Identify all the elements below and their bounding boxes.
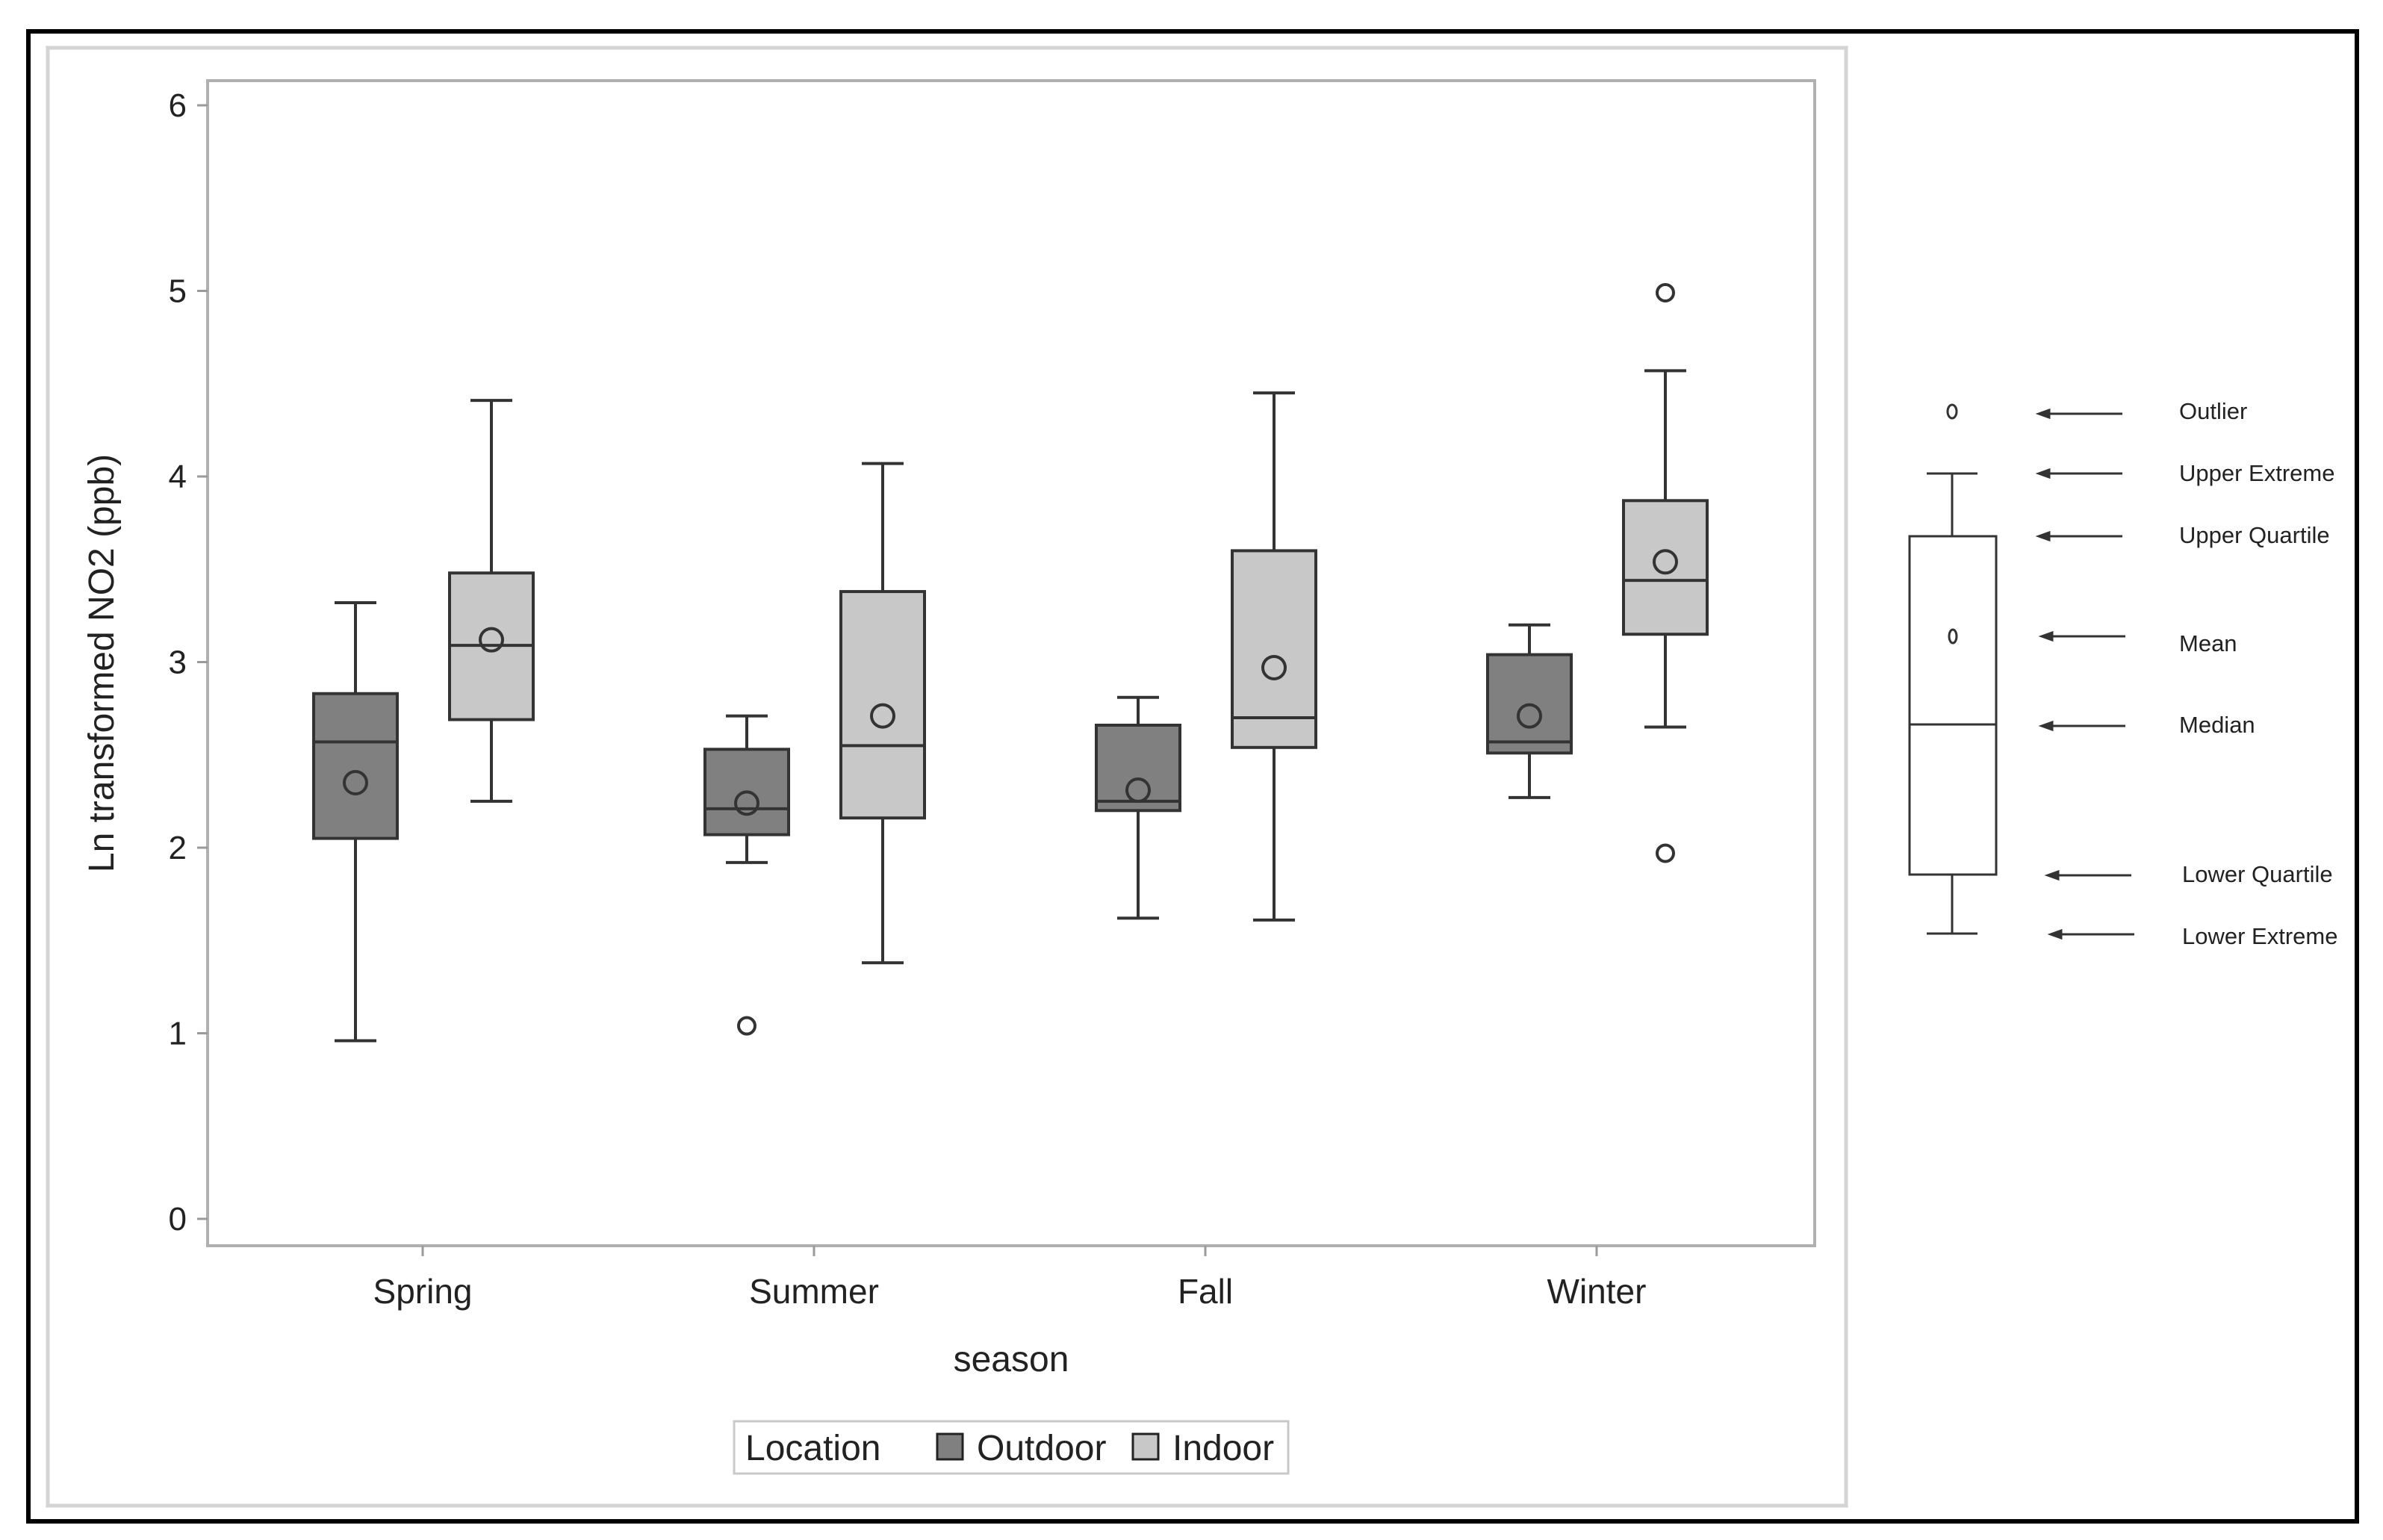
mean-marker-outdoor-winter <box>1517 703 1542 729</box>
box-group-outdoor-summer <box>703 714 790 1036</box>
box-group-indoor-fall <box>1231 391 1317 922</box>
legend-title: Location <box>745 1429 880 1468</box>
key-arrowhead-lower-extreme <box>2047 928 2063 940</box>
y-tick-label-4: 4 <box>169 459 187 495</box>
box-group-indoor-spring <box>448 399 535 803</box>
box-group-outdoor-winter <box>1486 623 1573 799</box>
legend-swatch-outdoor <box>936 1432 964 1461</box>
key-label-upper-extreme: Upper Extreme <box>2179 460 2334 486</box>
mean-marker-indoor-summer <box>870 703 895 729</box>
box-group-outdoor-spring <box>312 600 399 1043</box>
legend-label-indoor: Indoor <box>1172 1429 1274 1468</box>
box-outdoor-spring <box>312 692 399 840</box>
outlier-outdoor-summer-0 <box>737 1016 756 1036</box>
box-plots <box>312 282 1709 1043</box>
key-arrowhead-median <box>2038 720 2054 732</box>
x-tick-label-winter: Winter <box>1547 1272 1647 1311</box>
key-label-lower-quartile: Lower Quartile <box>2182 861 2333 887</box>
mean-marker-outdoor-spring <box>343 770 368 796</box>
legend-label-outdoor: Outdoor <box>977 1429 1106 1468</box>
box-group-indoor-summer <box>839 462 926 965</box>
x-tick-label-fall: Fall <box>1178 1272 1233 1311</box>
y-axis-title: Ln transformed NO2 (ppb) <box>82 454 122 872</box>
key-label-upper-quartile: Upper Quartile <box>2179 522 2330 548</box>
y-tick-label-3: 3 <box>169 645 187 681</box>
x-tick-label-summer: Summer <box>749 1272 879 1311</box>
mean-marker-outdoor-fall <box>1125 777 1151 803</box>
box-indoor-fall <box>1231 549 1317 749</box>
key-label-mean: Mean <box>2179 630 2237 656</box>
legend: Location Outdoor Indoor <box>733 1420 1290 1475</box>
key-arrowhead-upper-extreme <box>2035 468 2051 479</box>
key-arrowhead-upper-quartile <box>2035 530 2051 542</box>
box-group-indoor-winter <box>1622 282 1709 863</box>
mean-marker-outdoor-summer <box>734 790 759 816</box>
key-arrows <box>2035 408 2134 940</box>
x-tick-label-spring: Spring <box>373 1272 473 1311</box>
y-tick-label-5: 5 <box>169 273 187 310</box>
y-tick-label-2: 2 <box>169 830 187 866</box>
box-group-outdoor-fall <box>1095 695 1181 920</box>
x-axis: Spring Summer Fall Winter <box>373 1246 1647 1311</box>
outlier-indoor-winter-0 <box>1656 282 1675 302</box>
y-axis: 0 1 2 3 4 5 6 <box>169 87 208 1238</box>
box-indoor-winter <box>1622 499 1709 636</box>
key-label-outlier: Outlier <box>2179 398 2247 424</box>
mean-marker-indoor-winter <box>1653 549 1678 575</box>
x-axis-title: season <box>954 1340 1069 1379</box>
legend-swatch-indoor <box>1131 1432 1160 1461</box>
key-label-lower-extreme: Lower Extreme <box>2182 923 2337 949</box>
y-tick-label-6: 6 <box>169 87 187 124</box>
key-label-median: Median <box>2179 712 2255 738</box>
y-tick-label-0: 0 <box>169 1201 187 1238</box>
key-box <box>1908 535 1998 876</box>
key-arrowhead-lower-quartile <box>2044 869 2060 881</box>
key-outlier-marker <box>1946 403 1958 420</box>
legend-border <box>733 1420 1290 1475</box>
mean-marker-indoor-spring <box>479 627 504 653</box>
mean-marker-indoor-fall <box>1261 654 1287 680</box>
y-tick-label-1: 1 <box>169 1016 187 1052</box>
boxplot-key: Outlier Upper Extreme Upper Quartile Mea… <box>1908 398 2337 949</box>
key-arrowhead-outlier <box>2035 408 2051 420</box>
outlier-indoor-winter-1 <box>1656 843 1675 863</box>
key-mean-marker <box>1948 628 1958 645</box>
key-arrowhead-mean <box>2038 630 2054 642</box>
box-outdoor-fall <box>1095 723 1181 813</box>
